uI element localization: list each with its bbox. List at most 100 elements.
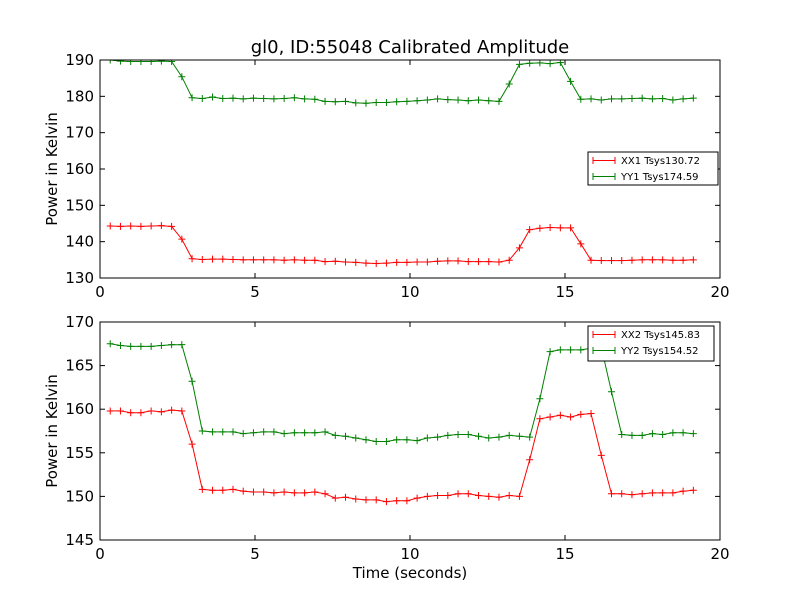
legend-label: XX1 Tsys130.72 xyxy=(621,156,700,167)
data-point-marker xyxy=(403,97,411,105)
data-point-marker xyxy=(536,224,544,232)
data-point-marker xyxy=(362,99,370,107)
y-tick-label: 170 xyxy=(65,313,94,331)
data-point-marker xyxy=(475,258,483,266)
data-point-marker xyxy=(689,94,697,102)
data-point-marker xyxy=(116,342,124,350)
data-point-marker xyxy=(178,341,186,349)
x-tick-label: 5 xyxy=(250,283,260,301)
data-point-marker xyxy=(577,410,585,418)
data-point-marker xyxy=(280,488,288,496)
data-point-marker xyxy=(434,433,442,441)
data-point-marker xyxy=(659,95,667,103)
data-point-marker xyxy=(382,498,390,506)
data-point-marker xyxy=(290,94,298,102)
data-point-marker xyxy=(219,95,227,103)
data-point-marker xyxy=(628,95,636,103)
data-point-marker xyxy=(567,346,575,354)
x-tick-label: 5 xyxy=(250,545,260,563)
data-point-marker xyxy=(209,486,217,494)
data-point-marker xyxy=(434,257,442,265)
y-tick-label: 150 xyxy=(65,196,94,214)
data-point-marker xyxy=(679,429,687,437)
data-point-marker xyxy=(147,407,155,415)
data-point-marker xyxy=(270,428,278,436)
legend-marker xyxy=(592,331,616,338)
data-point-marker xyxy=(434,492,442,500)
data-point-marker xyxy=(546,413,554,421)
data-point-marker xyxy=(239,430,247,438)
data-point-marker xyxy=(342,432,350,440)
data-point-marker xyxy=(475,432,483,440)
series-group xyxy=(106,222,697,267)
data-point-marker xyxy=(321,97,329,105)
data-point-marker xyxy=(464,258,472,266)
data-point-marker xyxy=(362,436,370,444)
data-point-marker xyxy=(648,256,656,264)
data-point-marker xyxy=(577,240,585,248)
data-point-marker xyxy=(239,256,247,264)
data-point-marker xyxy=(393,497,401,505)
legend-marker xyxy=(592,347,616,354)
data-point-marker xyxy=(168,341,176,349)
data-point-marker xyxy=(454,257,462,265)
data-point-marker xyxy=(546,348,554,356)
data-point-marker xyxy=(618,95,626,103)
data-point-marker xyxy=(485,97,493,105)
data-point-marker xyxy=(290,429,298,437)
data-point-marker xyxy=(301,256,309,264)
data-point-marker xyxy=(270,256,278,264)
data-point-marker xyxy=(587,410,595,418)
data-point-marker xyxy=(331,98,339,106)
data-point-marker xyxy=(577,95,585,103)
data-point-marker xyxy=(423,492,431,500)
y-tick-label: 155 xyxy=(65,444,94,462)
data-point-marker xyxy=(413,494,421,502)
data-point-marker xyxy=(301,429,309,437)
data-point-marker xyxy=(526,60,534,67)
data-point-marker xyxy=(444,96,452,104)
data-point-marker xyxy=(229,255,237,263)
data-point-marker xyxy=(423,258,431,266)
data-point-marker xyxy=(515,244,523,252)
data-point-marker xyxy=(229,94,237,102)
data-point-marker xyxy=(127,222,135,230)
data-point-marker xyxy=(475,492,483,500)
data-point-marker xyxy=(638,94,646,102)
data-point-marker xyxy=(137,342,145,350)
data-point-marker xyxy=(618,430,626,438)
data-point-marker xyxy=(249,94,257,102)
legend-label: XX2 Tsys145.83 xyxy=(621,330,700,341)
data-point-marker xyxy=(403,436,411,444)
data-point-marker xyxy=(464,97,472,105)
data-point-marker xyxy=(485,258,493,266)
data-point-marker xyxy=(434,95,442,103)
data-point-marker xyxy=(301,95,309,103)
data-point-marker xyxy=(137,60,145,65)
data-point-marker xyxy=(382,437,390,445)
data-point-marker xyxy=(648,95,656,103)
data-point-marker xyxy=(413,97,421,105)
data-point-marker xyxy=(168,60,176,65)
x-tick-label: 10 xyxy=(400,545,419,563)
data-point-marker xyxy=(331,431,339,439)
data-point-marker xyxy=(638,490,646,498)
data-point-marker xyxy=(249,488,257,496)
data-point-marker xyxy=(178,73,186,81)
data-point-marker xyxy=(362,496,370,504)
data-point-marker xyxy=(608,95,615,103)
data-point-marker xyxy=(454,96,462,104)
data-point-marker xyxy=(249,429,257,437)
data-point-marker xyxy=(260,256,268,264)
data-point-marker xyxy=(372,99,380,107)
data-point-marker xyxy=(526,456,534,464)
data-point-marker xyxy=(147,222,155,230)
data-point-marker xyxy=(209,428,217,436)
data-point-marker xyxy=(188,377,196,385)
data-point-marker xyxy=(260,95,268,103)
data-point-marker xyxy=(147,60,155,65)
data-point-marker xyxy=(628,491,636,499)
data-point-marker xyxy=(311,256,319,264)
bottom-panel: 0 5 10 15 20 145 150 155 160 165 170 XX2 Tsys145.83… xyxy=(65,313,729,563)
data-point-marker xyxy=(157,60,165,65)
